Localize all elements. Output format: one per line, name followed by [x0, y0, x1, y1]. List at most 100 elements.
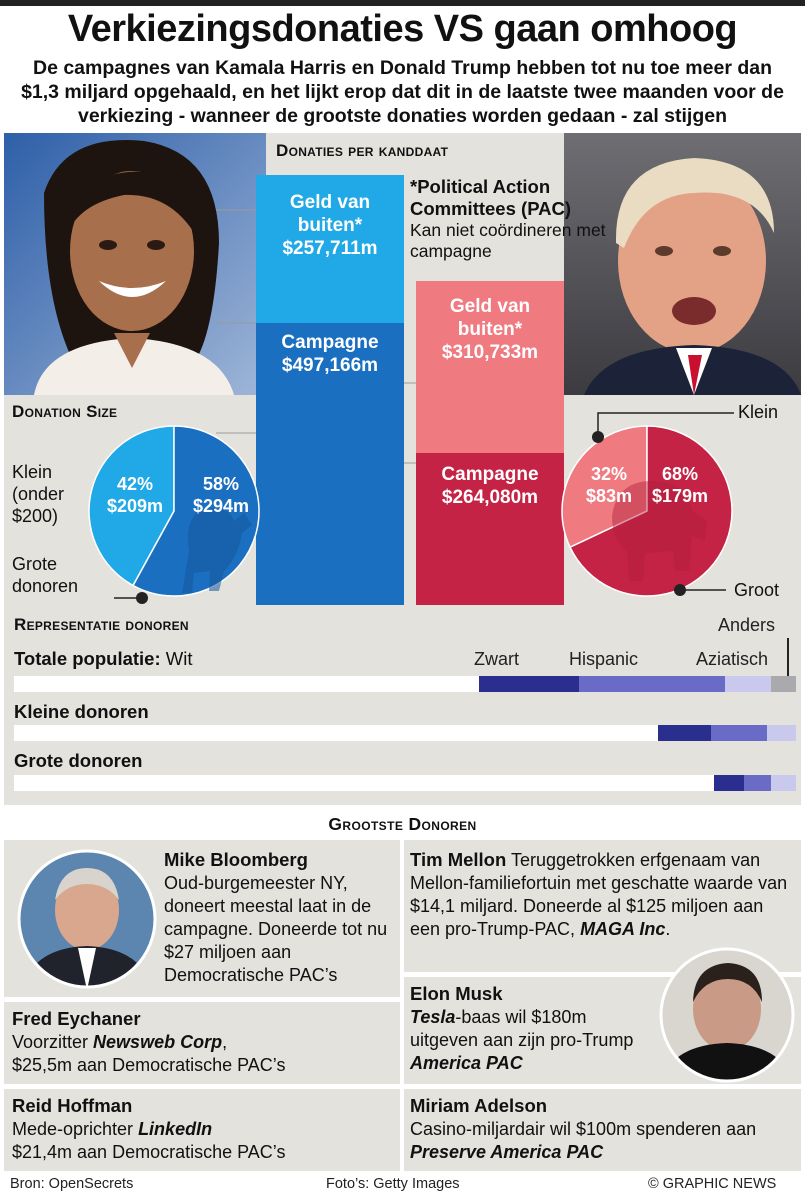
rep-seg-other	[770, 676, 796, 692]
footer-photos: Foto’s: Getty Images	[326, 1176, 460, 1192]
harris-pie	[88, 425, 260, 597]
harris-outside-label: Geld van buiten* $257,711m	[282, 192, 378, 259]
rep-seg-asian	[770, 775, 796, 791]
top-rule	[0, 0, 805, 6]
musk-desc: -baas wil $180m uitgeven aan zijn pro-Tr…	[410, 1007, 634, 1050]
bloomberg-desc: Oud-burgemeester NY, doneert meestal laa…	[164, 873, 388, 985]
trump-pie-slice-small	[561, 425, 648, 549]
rep-seg-hispanic	[578, 676, 725, 692]
trump-large-pie-label: 68% $179m	[651, 464, 709, 506]
adelson-pac: Preserve America PAC	[410, 1142, 604, 1162]
hoffman-company: LinkedIn	[138, 1119, 213, 1139]
mellon-post: .	[665, 919, 671, 939]
trump-outside-bar: Geld van buiten* $310,733m	[416, 281, 564, 453]
page-title: Verkiezingsdonaties VS gaan omhoog	[67, 8, 738, 50]
eth-label-hispanic: Hispanic	[569, 649, 639, 669]
bloomberg-name: Mike Bloomberg	[164, 849, 308, 870]
trump-outside-label: Geld van buiten* $310,733m	[441, 296, 539, 363]
harris-campaign-bar: Campagne $497,166m	[256, 323, 404, 605]
trump-large-value: $179m	[651, 486, 709, 506]
card-musk: Elon Musk Tesla-baas wil $180m uitgeven …	[404, 947, 801, 1084]
rep-bar-large-donors	[14, 775, 796, 791]
adelson-name: Miriam Adelson	[410, 1095, 548, 1116]
musk-photo	[659, 947, 795, 1083]
biggest-donors-heading: Grootste Donoren	[328, 814, 477, 834]
pac-note-text: Kan niet coördineren met campagne	[410, 220, 606, 261]
card-adelson: Miriam Adelson Casino-miljardair wil $10…	[404, 1089, 801, 1171]
bloomberg-photo	[17, 849, 157, 989]
harris-large-label: Grote donoren	[12, 554, 79, 596]
eychaner-post: ,	[222, 1032, 228, 1052]
eychaner-amount: $25,5m aan Democratische PAC’s	[12, 1055, 286, 1075]
row-label-large-donors: Grote donoren	[14, 750, 143, 771]
eychaner-text: Fred Eychaner Voorzitter Newsweb Corp, $…	[12, 1007, 392, 1077]
mellon-pac: MAGA Inc	[580, 919, 666, 939]
harris-large-percent: 58	[202, 474, 223, 494]
eth-label-black: Zwart	[474, 649, 519, 669]
pac-note: *Political Action Committees (PAC) Kan n…	[410, 176, 610, 262]
trump-pie	[561, 425, 733, 597]
rep-seg-black	[713, 775, 745, 791]
trump-campaign-label: Campagne $264,080m	[441, 464, 539, 508]
row-label-small-donors: Kleine donoren	[14, 701, 149, 722]
rep-seg-hispanic	[744, 775, 771, 791]
harris-photo	[4, 133, 266, 395]
rep-seg-asian	[767, 725, 796, 741]
rep-seg-hispanic	[710, 725, 768, 741]
hoffman-name: Reid Hoffman	[12, 1095, 133, 1116]
rep-seg-white	[14, 725, 658, 741]
row-label-population-text: Totale populatie:	[14, 648, 161, 669]
musk-text: Elon Musk Tesla-baas wil $180m uitgeven …	[410, 982, 650, 1075]
donkey-silhouette	[182, 508, 252, 593]
musk-company: Tesla	[410, 1007, 456, 1027]
trump-large-label: Groot	[734, 580, 780, 600]
eth-label-other: Anders	[718, 615, 776, 635]
pac-note-heading: *Political Action Committees (PAC)	[410, 176, 572, 219]
mellon-name: Tim Mellon	[410, 849, 507, 870]
eychaner-name: Fred Eychaner	[12, 1008, 141, 1029]
trump-photo	[564, 133, 801, 395]
harris-small-label: Klein (onder $200)	[12, 462, 65, 526]
rep-bar-population	[14, 676, 796, 692]
harris-small-value: $209m	[106, 496, 164, 516]
card-mellon: Tim Mellon Teruggetrokken erfgenaam van …	[404, 840, 801, 972]
harris-outside-bar: Geld van buiten* $257,711m	[256, 175, 404, 323]
mellon-text: Tim Mellon Teruggetrokken erfgenaam van …	[410, 848, 795, 941]
card-eychaner: Fred Eychaner Voorzitter Newsweb Corp, $…	[4, 1002, 400, 1084]
eth-label-white: Wit	[165, 648, 193, 669]
harris-large-pie-label: 58% $294m	[192, 474, 250, 516]
elephant-silhouette	[612, 481, 707, 581]
eychaner-pre: Voorzitter	[12, 1032, 94, 1052]
hoffman-amount: $21,4m aan Democratische PAC’s	[12, 1142, 286, 1162]
donations-panel: Geld van buiten* $257,711m Campagne $497…	[4, 133, 801, 805]
bloomberg-text: Mike Bloomberg Oud-burgemeester NY, done…	[164, 848, 394, 987]
rep-seg-white	[14, 775, 714, 791]
trump-campaign-bar: Campagne $264,080m	[416, 453, 564, 605]
harris-small-percent: 42	[116, 474, 137, 494]
bar-connectors	[216, 209, 416, 464]
rep-seg-black	[657, 725, 711, 741]
harris-small-pie-label: 42% $209m	[106, 474, 164, 516]
footer-source: Bron: OpenSecrets	[10, 1176, 134, 1192]
harris-pie-slice-small	[88, 425, 175, 587]
musk-name: Elon Musk	[410, 983, 503, 1004]
trump-pie-slice-large	[569, 425, 733, 597]
trump-small-pie-label: 32% $83m	[585, 464, 633, 506]
trump-large-percent: 68	[661, 464, 682, 484]
adelson-text: Miriam Adelson Casino-miljardair wil $10…	[410, 1094, 795, 1164]
harris-pie-pointer	[114, 592, 148, 604]
representation-heading: Representatie donoren	[14, 615, 189, 634]
harris-large-value: $294m	[192, 496, 250, 516]
eth-label-asian: Aziatisch	[696, 649, 769, 669]
other-pointer	[787, 638, 789, 678]
trump-small-label: Klein	[738, 402, 779, 422]
eychaner-company: Newsweb Corp	[93, 1032, 223, 1052]
donations-per-candidate-heading: Donaties per kanddaat	[276, 141, 449, 160]
trump-small-percent: 32	[590, 464, 611, 484]
representation-band	[4, 605, 801, 805]
donation-size-heading: Donation Size	[12, 402, 118, 421]
musk-pac: America PAC	[410, 1053, 523, 1073]
card-bloomberg: Mike Bloomberg Oud-burgemeester NY, done…	[4, 840, 400, 997]
adelson-desc: Casino-miljardair wil $100m spenderen aa…	[410, 1119, 757, 1139]
card-hoffman: Reid Hoffman Mede-oprichter LinkedIn $21…	[4, 1089, 400, 1171]
